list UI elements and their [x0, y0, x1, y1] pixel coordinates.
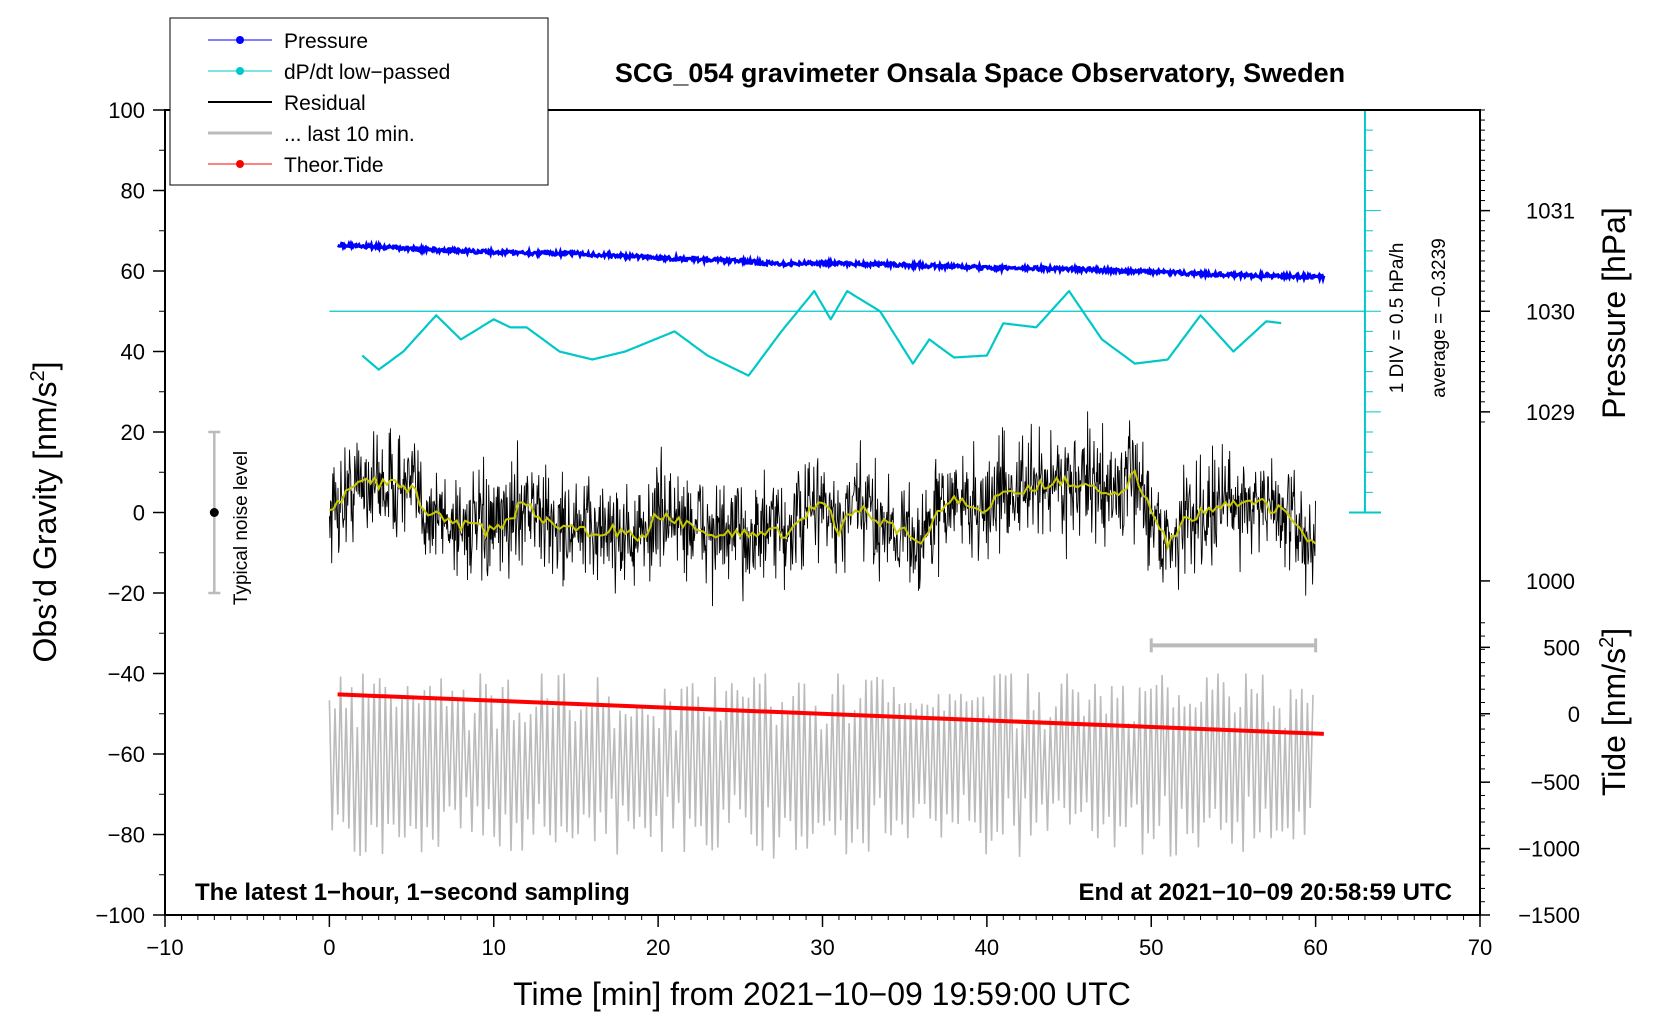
tide-axis-title-sup: 2	[1596, 637, 1618, 648]
tide-tick-label: 500	[1543, 635, 1580, 660]
note-end-time: End at 2021−10−09 20:58:59 UTC	[1078, 879, 1452, 906]
tide-axis-title-main: Tide [nm/s	[1596, 648, 1632, 796]
y-axis-title-left-sup: 2	[27, 370, 49, 381]
tide-tick-label: −1000	[1518, 837, 1580, 862]
pressure-tick-label: 1030	[1526, 299, 1575, 324]
residual-smoothed-series-line	[329, 469, 1317, 551]
y-tick-label: 40	[121, 340, 145, 365]
y-tick-label: 60	[121, 259, 145, 284]
legend-entry-pressure: Pressure	[208, 30, 368, 53]
x-tick-label: 50	[1139, 935, 1163, 960]
legend-marker-tide	[236, 160, 244, 168]
pressure-axis-title: Pressure [hPa]	[1596, 207, 1632, 419]
dpdt-series-line	[361, 290, 1282, 377]
legend-marker-pressure	[236, 36, 244, 44]
tide-series-line	[337, 692, 1324, 736]
x-tick-label: 20	[646, 935, 670, 960]
tide-tick-label: −500	[1530, 770, 1580, 795]
x-tick-label: 60	[1303, 935, 1327, 960]
legend-entry-last10: ... last 10 min.	[208, 123, 415, 146]
legend-label-last10: ... last 10 min.	[284, 123, 415, 146]
legend-label-dpdt: dP/dt low−passed	[284, 61, 450, 84]
pressure-tick-label: 1031	[1526, 199, 1575, 224]
y-tick-label: −100	[95, 903, 145, 928]
tide-tick-label: 0	[1568, 702, 1580, 727]
x-tick-label: 70	[1468, 935, 1492, 960]
y-axis-title-left-main: Obs’d Gravity [nm/s	[27, 382, 63, 663]
pressure-tick-label: 1029	[1526, 400, 1575, 425]
legend-marker-dpdt	[236, 67, 244, 75]
y-tick-label: −80	[108, 823, 145, 848]
x-tick-label: 10	[482, 935, 506, 960]
y-tick-label: −20	[108, 581, 145, 606]
tide-tick-label: −1500	[1518, 903, 1580, 928]
legend-label-residual: Residual	[284, 92, 366, 115]
tide-axis-title: Tide [nm/s2]	[1596, 628, 1632, 796]
y-tick-label: 100	[108, 98, 145, 123]
x-tick-label: −10	[146, 935, 183, 960]
pressure-series-line	[337, 239, 1326, 285]
legend-label-pressure: Pressure	[284, 30, 368, 53]
y-tick-label: 20	[121, 420, 145, 445]
y-tick-label: 0	[133, 501, 145, 526]
legend-entry-dpdt: dP/dt low−passed	[208, 61, 450, 84]
residual-series-line	[328, 411, 1316, 607]
y-axis-title-left-end: ]	[27, 362, 63, 371]
y-axis-title-left: Obs’d Gravity [nm/s2]	[27, 362, 63, 663]
noise-level-center-dot	[209, 508, 219, 517]
noise-level-label: Typical noise level	[231, 451, 252, 605]
x-tick-label: 30	[810, 935, 834, 960]
last-10-min-series-line	[328, 673, 1314, 859]
legend-label-tide: Theor.Tide	[284, 154, 384, 177]
chart-title: SCG_054 gravimeter Onsala Space Observat…	[615, 58, 1345, 88]
plot-area	[208, 109, 1381, 859]
y-tick-label: −40	[108, 662, 145, 687]
x-tick-label: 40	[975, 935, 999, 960]
y-tick-label: 80	[121, 179, 145, 204]
plot-frame	[164, 109, 1481, 916]
x-axis-title: Time [min] from 2021−10−09 19:59:00 UTC	[513, 976, 1131, 1012]
tide-axis-title-end: ]	[1596, 628, 1632, 637]
legend-entry-residual: Residual	[208, 92, 366, 115]
y-tick-label: −60	[108, 742, 145, 767]
pressure-tick-label: 1000	[1526, 569, 1575, 594]
dpdt-scale-label: 1 DIV = 0.5 hPa/h	[1387, 243, 1408, 394]
note-latest-hour: The latest 1−hour, 1−second sampling	[195, 879, 630, 906]
x-tick-label: 0	[323, 935, 335, 960]
dpdt-average-label: average = −0.3239	[1429, 238, 1450, 398]
legend: Pressure dP/dt low−passed Residual ... l…	[169, 17, 549, 186]
legend-entry-tide: Theor.Tide	[208, 154, 384, 177]
